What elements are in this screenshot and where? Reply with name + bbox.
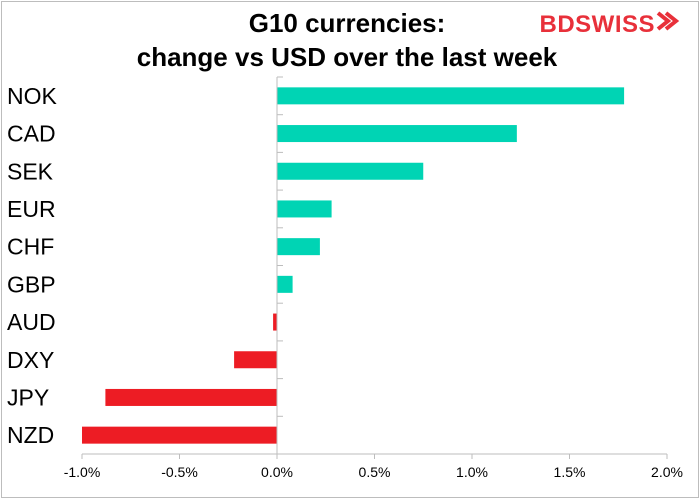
x-tick-label: 1.5%: [554, 464, 586, 480]
category-label-cad: CAD: [7, 121, 56, 147]
bar-dxy: [234, 351, 277, 369]
bar-aud: [273, 313, 277, 331]
bar-cad: [277, 125, 517, 143]
category-label-nzd: NZD: [7, 422, 54, 448]
chart-title-line1: G10 currencies:: [248, 8, 446, 38]
logo-text-bd: BD: [539, 11, 576, 38]
x-tick-label: -1.0%: [64, 464, 101, 480]
x-tick-label: 2.0%: [651, 464, 683, 480]
category-label-chf: CHF: [7, 234, 54, 260]
category-label-jpy: JPY: [7, 384, 49, 410]
x-tick-label: 0.0%: [261, 464, 293, 480]
chart-title-line2: change vs USD over the last week: [136, 42, 558, 72]
category-label-dxy: DXY: [7, 347, 54, 373]
category-label-aud: AUD: [7, 309, 56, 335]
bar-eur: [277, 200, 332, 218]
category-label-sek: SEK: [7, 158, 54, 184]
category-label-gbp: GBP: [7, 271, 56, 297]
bar-jpy: [105, 388, 278, 406]
logo-text-swiss: SWISS: [575, 11, 655, 38]
bar-chf: [277, 238, 320, 256]
bdswiss-logo: BDSWISS: [539, 10, 686, 39]
x-tick-label: 1.0%: [456, 464, 488, 480]
bar-nzd: [82, 426, 277, 444]
bar-nok: [277, 87, 625, 105]
x-tick-label: -0.5%: [161, 464, 198, 480]
category-label-nok: NOK: [7, 83, 58, 109]
logo-x-mark-icon: [656, 10, 686, 31]
bar-gbp: [277, 275, 293, 293]
category-label-eur: EUR: [7, 196, 56, 222]
bar-sek: [277, 162, 424, 180]
x-tick-label: 0.5%: [359, 464, 391, 480]
